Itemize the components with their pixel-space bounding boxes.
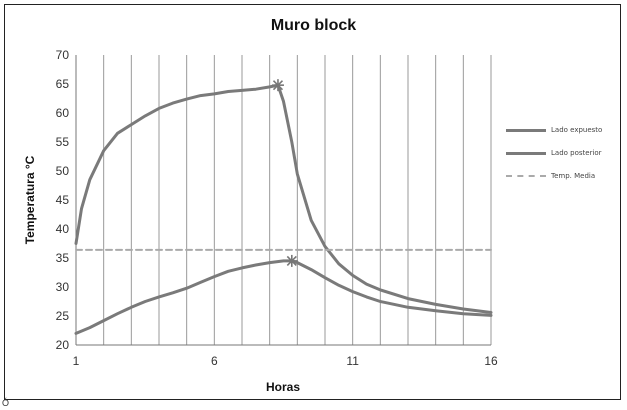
corner-glyph: Ó: [2, 398, 10, 408]
legend-swatch-lado-posterior: [506, 151, 546, 155]
chart-frame: [4, 4, 621, 400]
y-tick-label: 40: [56, 222, 70, 236]
y-tick-label: 70: [56, 48, 70, 62]
y-tick-label: 20: [56, 338, 70, 352]
legend-swatch-temp-media: [506, 175, 546, 177]
x-tick-label: 16: [484, 354, 498, 368]
legend-swatch-lado-expuesto: [506, 128, 546, 132]
grid-layer: [103, 55, 492, 345]
y-tick-label: 35: [56, 251, 70, 265]
axis-layer: [75, 55, 491, 346]
series-line-0: [74, 83, 493, 314]
series-line-1: [74, 259, 493, 335]
chart-title: Muro block: [270, 17, 357, 34]
legend-label-lado-expuesto: Lado expuesto: [551, 126, 603, 134]
legend-item-temp-media: Temp. Media: [506, 170, 602, 182]
legend-label-lado-posterior: Lado posterior: [551, 149, 602, 157]
peak-marker-0: [271, 79, 284, 92]
y-tick-label: 65: [56, 77, 70, 91]
y-tick-label: 50: [56, 164, 70, 178]
legend-label-temp-media: Temp. Media: [551, 172, 596, 180]
y-tick-label: 45: [56, 193, 70, 207]
series-layer: [74, 83, 493, 335]
y-tick-label: 55: [56, 135, 70, 149]
x-axis-label: Horas: [265, 380, 301, 394]
y-tick-label: 60: [56, 106, 70, 120]
legend-item-lado-posterior: Lado posterior: [506, 147, 602, 159]
y-tick-label: 30: [56, 280, 70, 294]
marker-layer: [271, 79, 298, 267]
x-tick-label: 1: [73, 354, 80, 368]
x-tick-label: 11: [346, 354, 359, 368]
legend-item-lado-expuesto: Lado expuesto: [506, 124, 602, 136]
y-tick-label: 25: [56, 309, 70, 323]
legend: Lado expuesto Lado posterior Temp. Media: [506, 124, 602, 193]
peak-marker-1: [285, 254, 298, 267]
x-tick-label: 6: [211, 354, 218, 368]
